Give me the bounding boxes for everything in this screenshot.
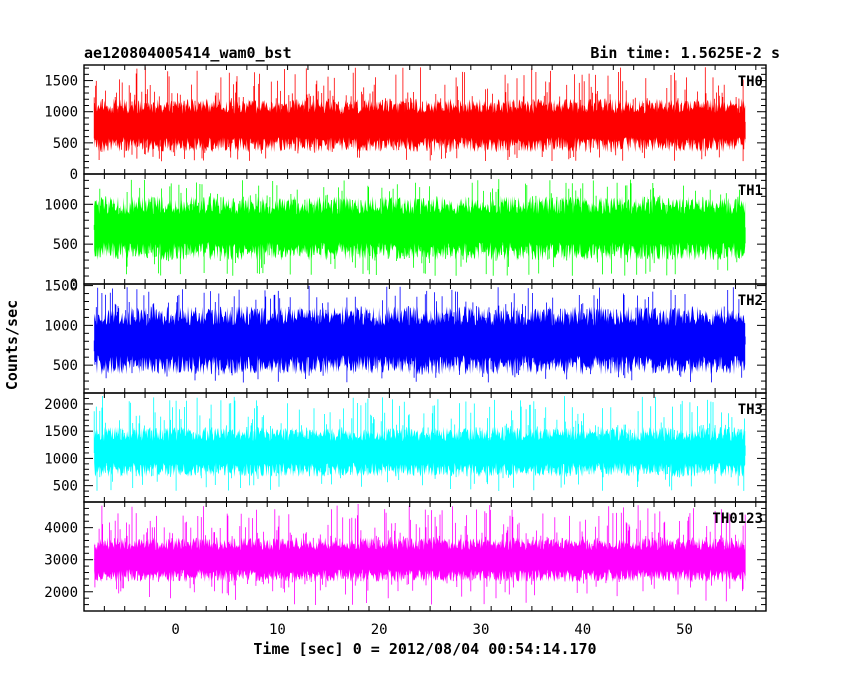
y-tick-label: 500 [53,136,78,152]
x-axis: 0 10 20 30 40 50 [171,622,693,638]
x-tick-label: 50 [676,622,693,638]
series-trace [93,396,746,491]
y-tick-label: 1000 [44,451,78,467]
series-th2 [93,285,746,383]
panel-name-label: TH3 [738,402,763,418]
y-tick-label: 4000 [44,521,78,537]
series-trace [93,504,746,605]
x-tick-label: 0 [171,622,179,638]
panels-group: 0 500 1000 1500 TH0 0 500 1000 TH1 500 1000 1500 TH2… [44,64,767,612]
panel-name-label: TH0123 [712,511,763,527]
bin-time-label: Bin time: 1.5625E-2 s [590,44,780,62]
x-axis-label: Time [sec] 0 = 2012/08/04 00:54:14.170 [253,640,596,658]
y-tick-label: 500 [53,479,78,495]
y-tick-label: 1000 [44,105,78,121]
y-tick-label: 0 [70,167,78,183]
y-tick-label: 500 [53,358,78,374]
y-tick-label: 1500 [44,279,78,295]
source-title: ae120804005414_wam0_bst [84,44,292,62]
panel-th1: 0 500 1000 TH1 [44,173,767,293]
y-tick-label: 2000 [44,397,78,413]
y-tick-label: 3000 [44,553,78,569]
y-tick-label: 1000 [44,318,78,334]
y-tick-label: 1000 [44,197,78,213]
y-tick-label: 500 [53,237,78,253]
panel-th2: 500 1000 1500 TH2 [44,279,767,394]
x-tick-label: 10 [269,622,286,638]
series-th0123 [93,504,746,605]
series-trace [93,285,746,383]
series-trace [93,179,746,276]
y-tick-label: 2000 [44,585,78,601]
panel-th3: 500 1000 1500 2000 TH3 [44,392,767,503]
x-tick-label: 20 [371,622,388,638]
panel-name-label: TH1 [738,183,763,199]
y-tick-label: 1500 [44,424,78,440]
y-tick-label: 1500 [44,74,78,90]
panel-th0: 0 500 1000 1500 TH0 [44,64,767,183]
panel-name-label: TH0 [738,74,763,90]
series-th1 [93,179,746,276]
panel-th0123: 2000 3000 4000 TH0123 [44,501,767,612]
panel-name-label: TH2 [738,293,763,309]
y-tick-label: 0 [70,277,78,293]
series-trace [93,67,746,162]
x-tick-label: 30 [473,622,490,638]
y-axis-label: Counts/sec [3,300,21,390]
panel-frame [83,501,767,612]
series-th0 [93,67,746,162]
series-th3 [93,396,746,491]
x-tick-label: 40 [574,622,591,638]
